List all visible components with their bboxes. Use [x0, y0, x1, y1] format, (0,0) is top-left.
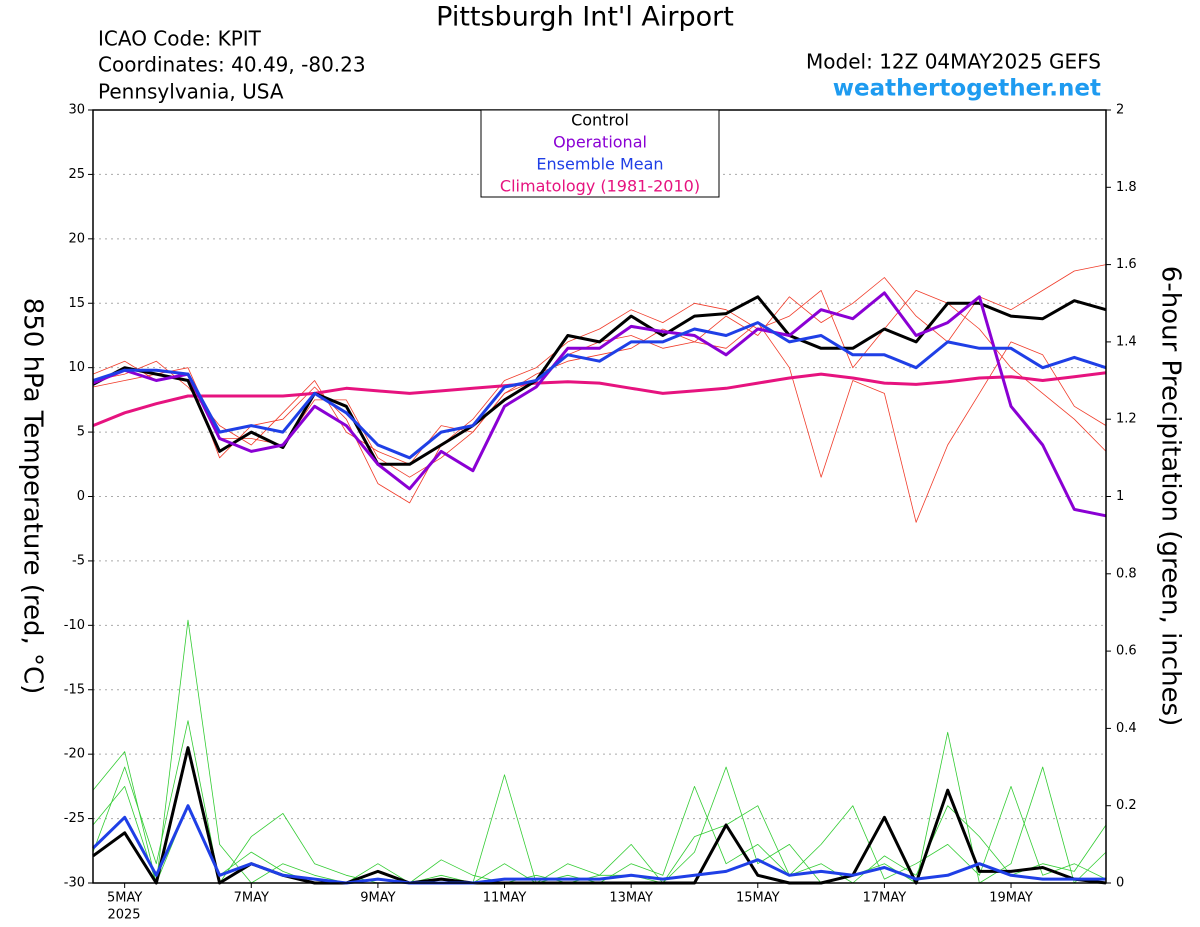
legend-entry: Ensemble Mean — [536, 155, 663, 174]
y2-tick-label: 1.8 — [1116, 180, 1137, 195]
chart-title: Pittsburgh Int'l Airport — [436, 2, 734, 33]
series-line — [92, 720, 1107, 884]
y2-tick-label: 1 — [1116, 489, 1124, 504]
legend: Control Operational Ensemble Mean Climatolo… — [480, 109, 720, 198]
series-line — [92, 371, 1107, 427]
x-tick-label: 11MAY — [483, 891, 527, 906]
y2-tick-label: 0.2 — [1116, 798, 1137, 813]
series-line — [92, 264, 1107, 465]
info: ICAO Code: KPIT — [98, 27, 262, 51]
y2-tick-label: 0 — [1116, 876, 1124, 891]
y-tick-label: 20 — [68, 231, 85, 246]
info: Pennsylvania, USA — [98, 80, 284, 104]
series-line — [92, 291, 1107, 518]
y2-tick-label: 0.4 — [1116, 721, 1137, 736]
y2-tick-label: 0.6 — [1116, 644, 1137, 659]
x-tick-label: 17MAY — [863, 891, 907, 906]
series-line — [92, 746, 1107, 885]
y-tick-label: 15 — [68, 296, 85, 311]
x-tick-label: 5MAY — [107, 891, 142, 906]
x-tick-label: 7MAY — [234, 891, 269, 906]
y-tick-label: 30 — [68, 103, 85, 118]
series-line — [92, 295, 1107, 466]
year-label: 2025 — [107, 908, 140, 923]
y-tick-label: 25 — [68, 167, 85, 182]
y-tick-label: 0 — [77, 489, 85, 504]
y-tick-label: -30 — [64, 876, 85, 891]
y2-tick-label: 1.2 — [1116, 412, 1137, 427]
y-tick-label: 5 — [77, 425, 85, 440]
x-tick-label: 19MAY — [989, 891, 1033, 906]
series-line — [91, 804, 1106, 885]
y-axis-label: 850 hPa Temperature (red, °C) — [18, 298, 48, 695]
model: Model: 12Z 04MAY2025 GEFS — [806, 50, 1101, 74]
y-tick-label: -25 — [64, 811, 85, 826]
y-tick-label: 10 — [68, 360, 85, 375]
y2-tick-label: 0.8 — [1116, 566, 1137, 581]
x-tick-label: 15MAY — [736, 891, 780, 906]
y-tick-label: -20 — [64, 747, 85, 762]
y2-tick-label: 2 — [1116, 103, 1124, 118]
series-line — [92, 321, 1107, 460]
legend-entry: Operational — [553, 133, 647, 152]
x-tick-label: 13MAY — [609, 891, 653, 906]
x-tick-label: 9MAY — [360, 891, 395, 906]
y2-axis-label: 6-hour Precipitation (green, inches) — [1156, 266, 1186, 726]
y-tick-label: -10 — [64, 618, 85, 633]
series-line — [92, 290, 1107, 504]
info: Coordinates: 40.49, -80.23 — [98, 53, 366, 77]
y-tick-label: -15 — [64, 682, 85, 697]
y2-tick-label: 1.4 — [1116, 334, 1137, 349]
series-line — [92, 619, 1107, 884]
legend-entry: Control — [571, 111, 629, 130]
legend-entry: Climatology (1981-2010) — [500, 177, 700, 196]
y-tick-label: -5 — [72, 553, 85, 568]
site: weathertogether.net — [833, 76, 1101, 102]
legend-box — [480, 109, 720, 198]
series-line — [92, 322, 1107, 523]
y2-tick-label: 1.6 — [1116, 257, 1137, 272]
